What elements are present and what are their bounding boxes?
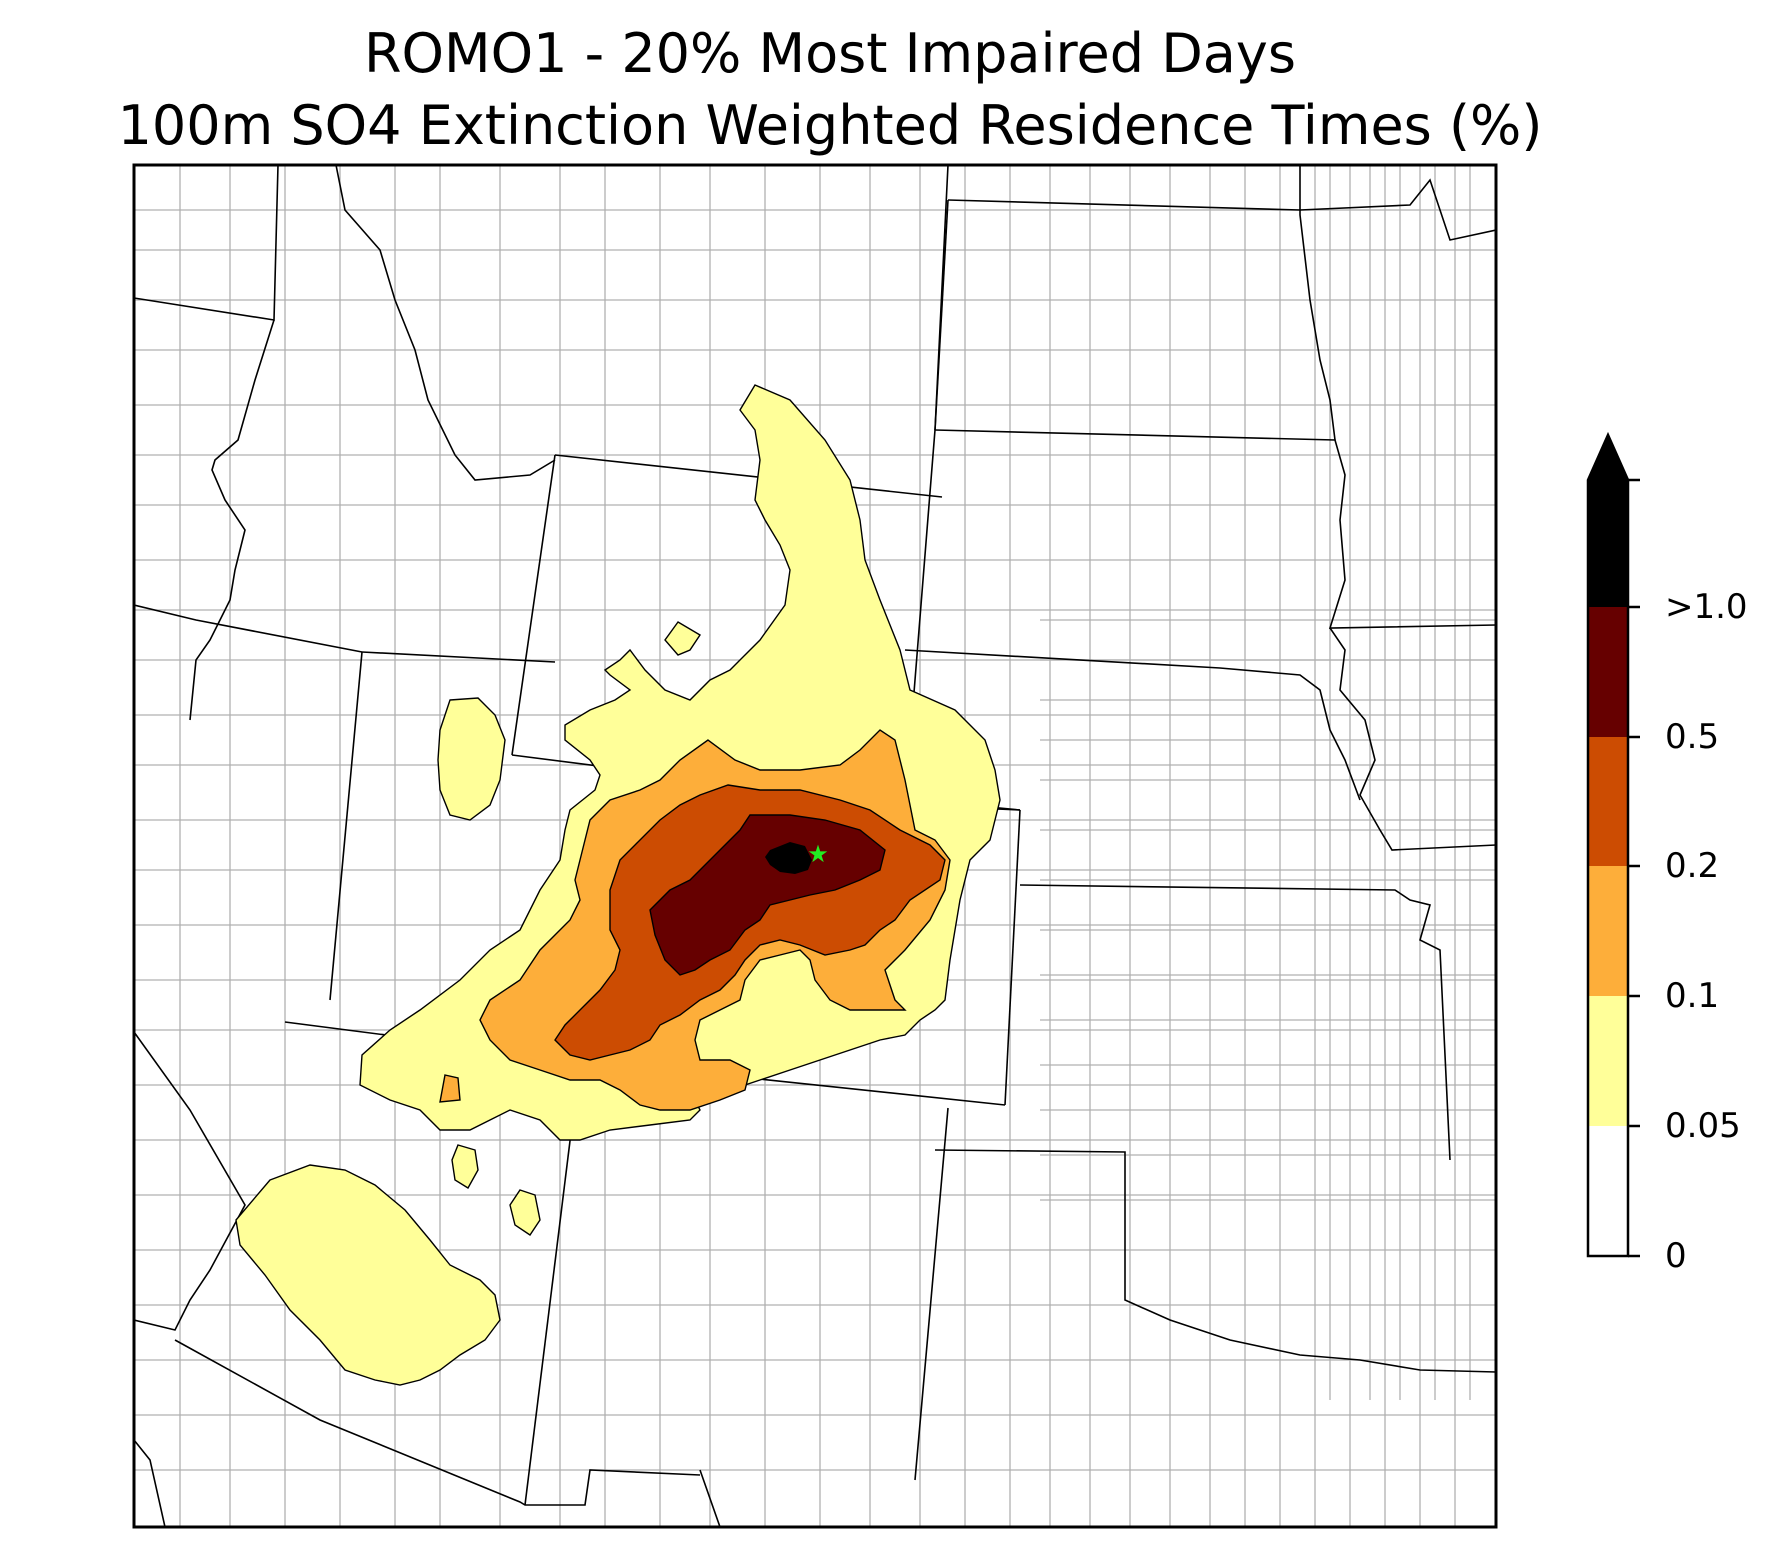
colorbar-bin-0-5-1-0 <box>1588 607 1628 737</box>
receptor-star-icon: ★ <box>807 840 829 868</box>
colorbar-label-0-05: 0.05 <box>1665 1106 1741 1146</box>
colorbar-label-1-0: >1.0 <box>1665 587 1748 627</box>
colorbar-bin-0-1-0-2 <box>1588 866 1628 996</box>
map-frame <box>132 163 1498 1529</box>
map-title-line-1: ROMO1 - 20% Most Impaired Days <box>364 22 1296 85</box>
colorbar-bin-0-05-0-1 <box>1588 996 1628 1126</box>
colorbar-label-0: 0 <box>1665 1236 1687 1276</box>
contour-0-5 <box>649 814 886 976</box>
colorbar <box>1586 431 1640 1258</box>
colorbar-outline <box>1586 431 1630 1258</box>
colorbar-label-0-5: 0.5 <box>1665 717 1720 757</box>
colorbar-bin-over-1-0 <box>1588 480 1628 607</box>
map-title-line-2: 100m SO4 Extinction Weighted Residence T… <box>117 94 1543 157</box>
colorbar-extend-arrow <box>1588 435 1628 480</box>
colorbar-bin-0-0-05 <box>1588 1126 1628 1256</box>
contour-1-0 <box>765 842 812 874</box>
colorbar-bin-0-2-0-5 <box>1588 737 1628 866</box>
colorbar-label-0-2: 0.2 <box>1665 846 1720 886</box>
colorbar-label-0-1: 0.1 <box>1665 976 1720 1016</box>
